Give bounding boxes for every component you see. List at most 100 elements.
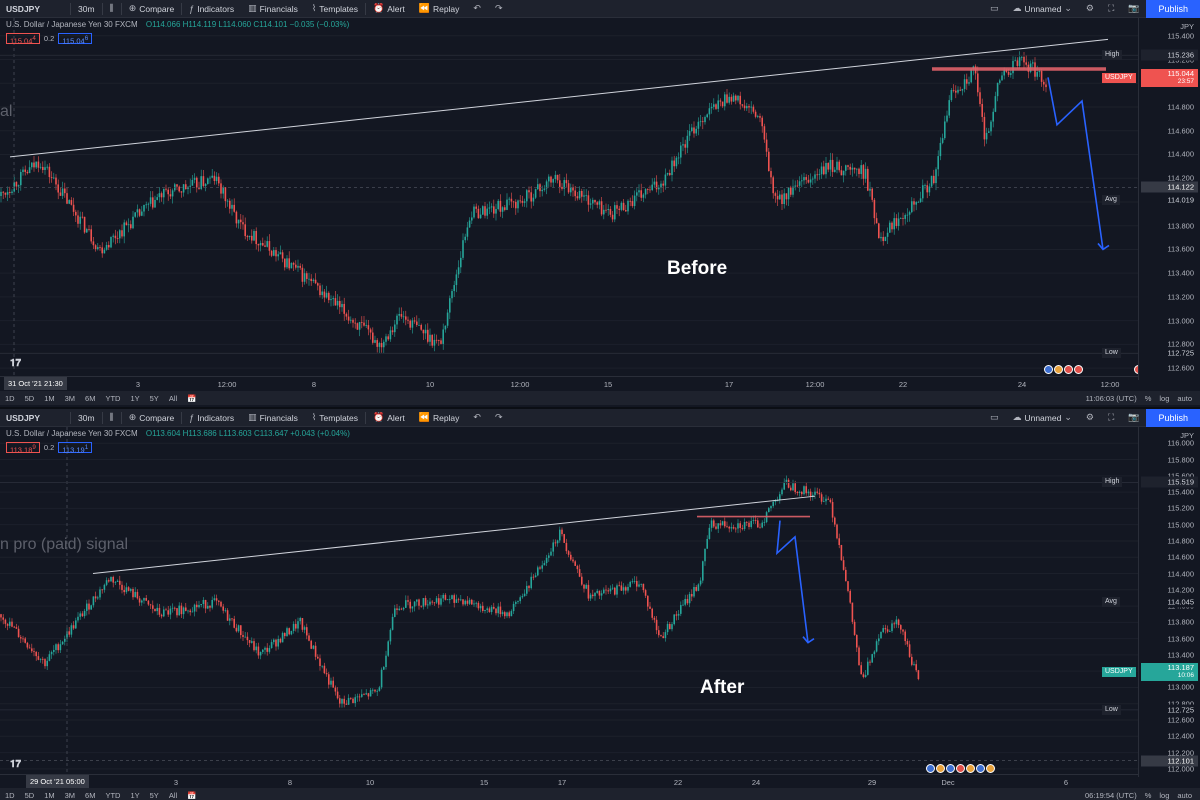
symbol-search-button[interactable]: USDJPY	[6, 412, 41, 423]
settings-button[interactable]: ⚙	[1079, 0, 1101, 18]
layout-button[interactable]: ▭	[983, 409, 1006, 427]
candle-body	[158, 607, 161, 615]
price-axis[interactable]: JPY 115.400115.200115.000114.800114.6001…	[1138, 18, 1200, 380]
buy-button[interactable]: 113.191	[58, 442, 93, 455]
event-flag-icon[interactable]	[1054, 365, 1063, 374]
snapshot-button[interactable]: 📷	[1121, 409, 1146, 427]
chart-style-button[interactable]: ⫼	[103, 409, 121, 427]
compare-button[interactable]: ⊕ Compare	[122, 409, 182, 427]
price-chart[interactable]	[0, 427, 1138, 777]
candle-body	[220, 183, 222, 194]
range-6m[interactable]: 6M	[85, 790, 96, 800]
range-6m[interactable]: 6M	[85, 393, 96, 403]
candle-body	[345, 703, 348, 705]
layout-name-button[interactable]: ☁ Unnamed ⌄	[1005, 409, 1078, 427]
fullscreen-button[interactable]: ⛶	[1101, 409, 1121, 427]
fullscreen-button[interactable]: ⛶	[1101, 0, 1121, 18]
range-ytd[interactable]: YTD	[105, 393, 121, 403]
indicators-button[interactable]: ƒ Indicators	[182, 0, 241, 18]
log-toggle[interactable]: log	[1159, 393, 1170, 403]
utc-clock[interactable]: 06:19:54 (UTC)	[1085, 790, 1137, 800]
percent-toggle[interactable]: %	[1144, 790, 1152, 800]
price-chart[interactable]	[0, 18, 1138, 380]
range-1m[interactable]: 1M	[44, 393, 55, 403]
financials-button[interactable]: ▥ Financials	[241, 409, 305, 427]
goto-date-button[interactable]: 📅	[182, 791, 201, 800]
alert-button[interactable]: ⏰ Alert	[366, 409, 412, 427]
range-3m[interactable]: 3M	[64, 790, 76, 800]
buy-button[interactable]: 115.046	[58, 33, 93, 46]
range-5y[interactable]: 5Y	[149, 393, 159, 403]
utc-clock[interactable]: 11:06:03 (UTC)	[1085, 393, 1137, 403]
publish-button[interactable]: Publish	[1146, 0, 1200, 18]
layout-name-button[interactable]: ☁ Unnamed ⌄	[1005, 0, 1078, 18]
time-axis[interactable]: 29 Oct '21 05:00 3 8 10 15 17 22 24 29 Dec 6	[0, 774, 1138, 788]
price-tick-label: 112.600	[1167, 715, 1194, 725]
chart-style-button[interactable]: ⫼	[103, 0, 121, 18]
event-markers[interactable]	[926, 764, 995, 773]
replay-button[interactable]: ⏪ Replay	[412, 409, 467, 427]
candle-body	[506, 612, 508, 617]
event-markers[interactable]	[1044, 365, 1083, 374]
time-axis[interactable]: 31 Oct '21 21:30 3 12:00 8 10 12:00 15 17 12:00…	[0, 376, 1138, 390]
log-toggle[interactable]: log	[1159, 790, 1170, 800]
range-5d[interactable]: 5D	[24, 790, 35, 800]
event-flag-icon[interactable]	[946, 764, 955, 773]
price-axis[interactable]: JPY 116.000 115.800 115.600 115.400 115.200 1…	[1138, 427, 1200, 777]
range-1d[interactable]: 1D	[5, 790, 15, 800]
indicators-button[interactable]: ƒ Indicators	[182, 409, 241, 427]
range-5d[interactable]: 5D	[24, 393, 35, 403]
event-flag-icon[interactable]	[986, 764, 995, 773]
range-1y[interactable]: 1Y	[130, 790, 140, 800]
snapshot-button[interactable]: 📷	[1121, 0, 1146, 18]
range-3m[interactable]: 3M	[64, 393, 76, 403]
event-flag-icon[interactable]	[1044, 365, 1053, 374]
interval-button[interactable]: 30m	[71, 409, 102, 427]
event-flag-icon[interactable]	[936, 764, 945, 773]
range-5y[interactable]: 5Y	[149, 790, 159, 800]
replay-button[interactable]: ⏪ Replay	[412, 0, 467, 18]
range-ytd[interactable]: YTD	[105, 790, 121, 800]
range-1m[interactable]: 1M	[44, 790, 55, 800]
percent-toggle[interactable]: %	[1144, 393, 1152, 403]
templates-button[interactable]: ⌇ Templates	[305, 0, 365, 18]
candle-body	[521, 200, 524, 203]
candle-body	[114, 581, 117, 583]
event-flag-icon[interactable]	[1064, 365, 1073, 374]
candle-body	[163, 188, 165, 198]
candle-body	[572, 559, 574, 562]
publish-button[interactable]: Publish	[1146, 409, 1200, 427]
redo-button[interactable]: ↷	[488, 0, 510, 18]
redo-button[interactable]: ↷	[488, 409, 510, 427]
undo-button[interactable]: ↶	[466, 409, 488, 427]
auto-toggle[interactable]: auto	[1177, 393, 1192, 403]
auto-toggle[interactable]: auto	[1177, 790, 1192, 800]
compare-button[interactable]: ⊕ Compare	[122, 0, 182, 18]
event-flag-icon[interactable]	[926, 764, 935, 773]
event-flag-icon[interactable]	[1074, 365, 1083, 374]
settings-button[interactable]: ⚙	[1079, 409, 1101, 427]
undo-button[interactable]: ↶	[466, 0, 488, 18]
event-flag-icon[interactable]	[966, 764, 975, 773]
event-flag-icon[interactable]	[976, 764, 985, 773]
event-flag-icon[interactable]	[956, 764, 965, 773]
alert-button[interactable]: ⏰ Alert	[366, 0, 412, 18]
candle-body	[636, 192, 638, 196]
interval-button[interactable]: 30m	[71, 0, 102, 18]
range-1d[interactable]: 1D	[5, 393, 15, 403]
candle-body	[495, 209, 497, 214]
sell-button[interactable]: 113.189	[6, 442, 40, 455]
range-all[interactable]: All	[168, 393, 178, 403]
top-toolbar: USDJPY 30m ⫼ ⊕ Compare ƒ Indicators ▥ Finan…	[0, 409, 1200, 427]
time-tick-label: 3	[173, 778, 179, 787]
symbol-search-button[interactable]: USDJPY	[6, 3, 41, 14]
compare-label: Compare	[139, 3, 175, 14]
range-all[interactable]: All	[168, 790, 178, 800]
templates-button[interactable]: ⌇ Templates	[305, 409, 365, 427]
financials-button[interactable]: ▥ Financials	[241, 0, 305, 18]
candle-body	[796, 492, 799, 494]
sell-button[interactable]: 115.044	[6, 33, 40, 46]
range-1y[interactable]: 1Y	[130, 393, 140, 403]
goto-date-button[interactable]: 📅	[182, 394, 201, 403]
layout-button[interactable]: ▭	[983, 0, 1006, 18]
